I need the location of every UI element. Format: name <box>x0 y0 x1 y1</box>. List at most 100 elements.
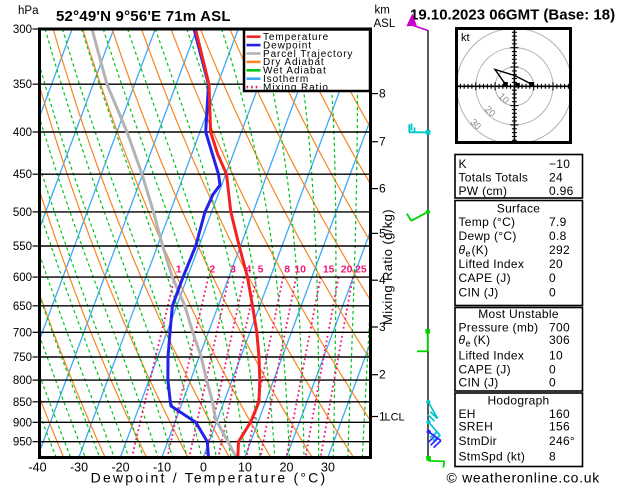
svg-text:2: 2 <box>379 368 386 382</box>
svg-text:10: 10 <box>549 349 563 363</box>
svg-text:0.96: 0.96 <box>549 184 574 198</box>
svg-text:0: 0 <box>200 461 207 475</box>
svg-text:EH: EH <box>459 407 476 421</box>
svg-text:10: 10 <box>294 264 306 276</box>
svg-text:K: K <box>459 157 467 171</box>
svg-text:400: 400 <box>13 127 32 139</box>
svg-text:2: 2 <box>209 264 215 276</box>
svg-text:3: 3 <box>230 264 236 276</box>
svg-text:Lifted Index: Lifted Index <box>459 349 525 363</box>
svg-text:θ: θ <box>459 243 466 257</box>
svg-text:Dewpoint / Temperature (°C): Dewpoint / Temperature (°C) <box>91 470 328 486</box>
svg-text:950: 950 <box>13 437 32 449</box>
svg-text:θ: θ <box>459 333 466 347</box>
svg-text:600: 600 <box>13 272 32 284</box>
svg-text:52°49'N 9°56'E 71m ASL: 52°49'N 9°56'E 71m ASL <box>56 8 231 25</box>
svg-text:5: 5 <box>379 226 386 240</box>
svg-text:246°: 246° <box>549 434 575 448</box>
svg-text:kt: kt <box>461 32 470 44</box>
svg-text:8: 8 <box>284 264 290 276</box>
svg-text:CIN (J): CIN (J) <box>459 375 499 389</box>
svg-text:160: 160 <box>549 407 570 421</box>
svg-text:PW (cm): PW (cm) <box>459 184 508 198</box>
svg-text:25: 25 <box>355 264 367 276</box>
svg-text:700: 700 <box>13 327 32 339</box>
svg-text:SREH: SREH <box>459 419 494 433</box>
svg-text:-40: -40 <box>28 461 46 475</box>
svg-text:15: 15 <box>323 264 335 276</box>
svg-text:5: 5 <box>258 264 264 276</box>
svg-text:850: 850 <box>13 397 32 409</box>
svg-text:Surface: Surface <box>497 201 540 215</box>
svg-text:km: km <box>375 5 390 17</box>
svg-text:20: 20 <box>549 257 563 271</box>
svg-text:StmDir: StmDir <box>459 434 497 448</box>
svg-text:550: 550 <box>13 241 32 253</box>
svg-text:−10: −10 <box>549 157 570 171</box>
svg-text:7.9: 7.9 <box>549 215 567 229</box>
svg-text:300: 300 <box>13 24 32 36</box>
svg-text:e: e <box>466 339 471 349</box>
svg-text:20: 20 <box>280 461 294 475</box>
svg-text:hPa: hPa <box>18 5 39 17</box>
svg-text:Temp (°C): Temp (°C) <box>459 215 516 229</box>
svg-text:8: 8 <box>379 87 386 101</box>
svg-text:CAPE (J): CAPE (J) <box>459 363 511 377</box>
svg-text:750: 750 <box>13 352 32 364</box>
svg-text:Totals Totals: Totals Totals <box>459 171 529 185</box>
svg-text:10: 10 <box>238 461 252 475</box>
svg-text:4: 4 <box>245 264 251 276</box>
svg-text:0: 0 <box>549 271 556 285</box>
svg-text:Dry Adiabat: Dry Adiabat <box>263 57 325 68</box>
svg-text:Lifted Index: Lifted Index <box>459 257 525 271</box>
svg-text:700: 700 <box>549 321 570 335</box>
svg-text:(K): (K) <box>472 243 489 257</box>
svg-text:20: 20 <box>341 264 353 276</box>
svg-text:StmSpd (kt): StmSpd (kt) <box>459 449 526 463</box>
svg-text:450: 450 <box>13 169 32 181</box>
svg-text:7: 7 <box>379 135 386 149</box>
svg-text:6: 6 <box>379 182 386 196</box>
svg-text:8: 8 <box>549 449 556 463</box>
svg-text:-30: -30 <box>70 461 88 475</box>
svg-text:CAPE (J): CAPE (J) <box>459 271 511 285</box>
svg-text:Dewpoint: Dewpoint <box>263 40 312 51</box>
svg-text:Isotherm: Isotherm <box>263 74 309 85</box>
svg-text:Wet Adiabat: Wet Adiabat <box>263 66 327 77</box>
svg-text:292: 292 <box>549 243 570 257</box>
svg-text:Hodograph: Hodograph <box>487 393 549 407</box>
svg-text:Most Unstable: Most Unstable <box>478 307 559 321</box>
svg-text:Parcel Trajectory: Parcel Trajectory <box>263 49 353 60</box>
svg-text:© weatheronline.co.uk: © weatheronline.co.uk <box>447 470 601 486</box>
svg-text:CIN (J): CIN (J) <box>459 285 499 299</box>
svg-text:-10: -10 <box>153 461 171 475</box>
svg-text:19.10.2023 06GMT (Base: 18): 19.10.2023 06GMT (Base: 18) <box>410 7 615 24</box>
svg-text:Mixing Ratio (g/kg): Mixing Ratio (g/kg) <box>380 209 395 325</box>
svg-text:900: 900 <box>13 417 32 429</box>
svg-text:Temperature: Temperature <box>263 32 329 43</box>
svg-text:0: 0 <box>549 285 556 299</box>
svg-text:800: 800 <box>13 375 32 387</box>
svg-text:0.8: 0.8 <box>549 229 567 243</box>
svg-text:24: 24 <box>549 171 563 185</box>
svg-text:Pressure (mb): Pressure (mb) <box>459 321 539 335</box>
svg-text:1: 1 <box>176 264 182 276</box>
svg-text:350: 350 <box>13 79 32 91</box>
svg-text:e: e <box>466 249 471 259</box>
svg-text:Dewp (°C): Dewp (°C) <box>459 229 517 243</box>
svg-text:0: 0 <box>549 375 556 389</box>
svg-text:650: 650 <box>13 301 32 313</box>
svg-text:ASL: ASL <box>374 18 396 30</box>
svg-text:306: 306 <box>549 333 570 347</box>
svg-text:3: 3 <box>379 320 386 334</box>
svg-text:1: 1 <box>379 410 386 424</box>
svg-text:30: 30 <box>321 461 335 475</box>
svg-text:LCL: LCL <box>385 412 405 424</box>
svg-text:Mixing Ratio: Mixing Ratio <box>263 82 329 93</box>
svg-text:156: 156 <box>549 419 570 433</box>
svg-text:(K): (K) <box>474 333 491 347</box>
svg-text:0: 0 <box>549 363 556 377</box>
svg-text:-20: -20 <box>111 461 129 475</box>
svg-text:4: 4 <box>379 273 386 287</box>
svg-text:500: 500 <box>13 207 32 219</box>
